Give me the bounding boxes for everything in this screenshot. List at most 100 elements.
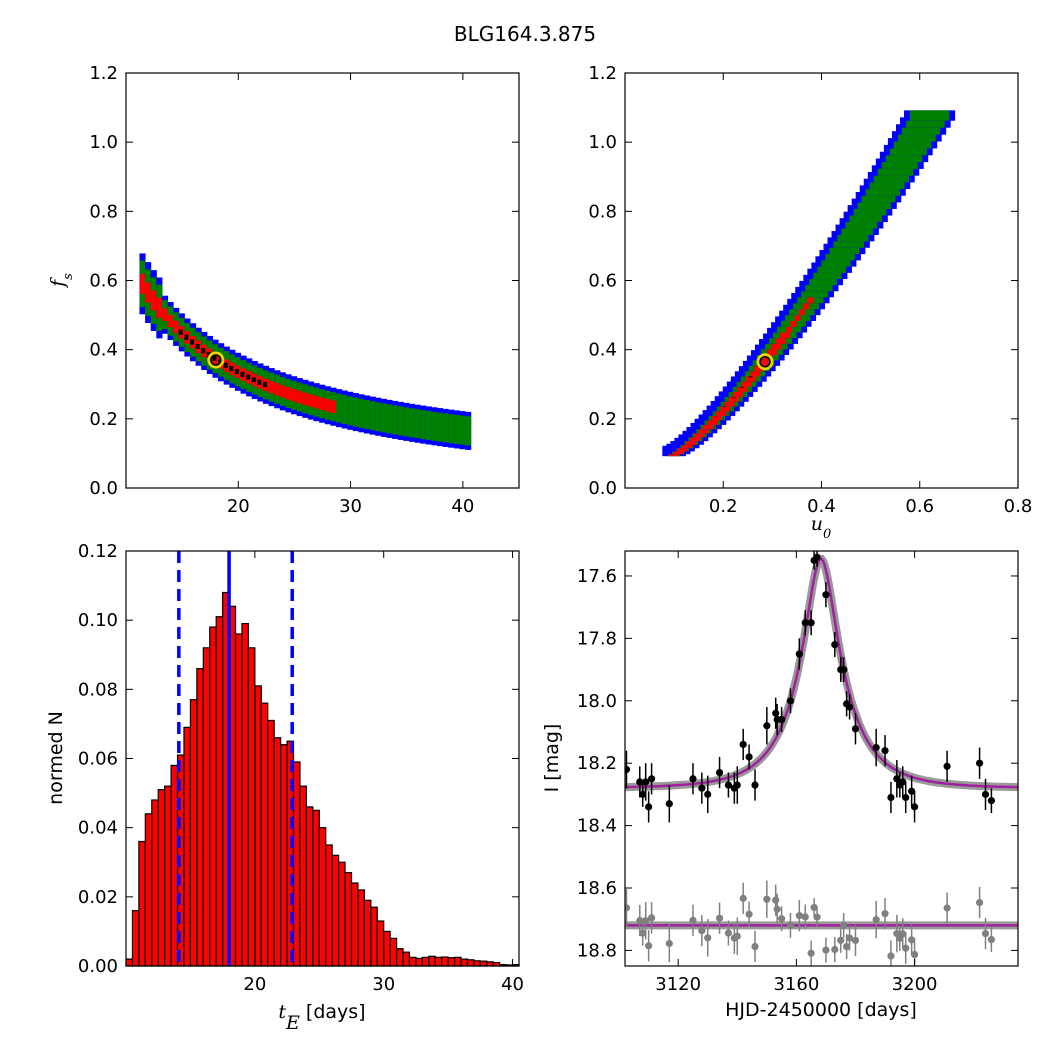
y-tick-label: 18.4 (577, 816, 617, 837)
histogram-bar (138, 840, 146, 967)
y-tick-label: 0.2 (89, 409, 118, 430)
x-tick-label: 0.8 (1004, 496, 1033, 517)
data-point (642, 778, 650, 786)
residual-point (786, 921, 795, 929)
data-point (840, 665, 848, 674)
residual-point (647, 914, 656, 922)
heatmap-cell (167, 314, 174, 328)
data-point (910, 803, 919, 811)
heatmap-cell (341, 394, 348, 425)
heatmap-cell (889, 144, 927, 156)
heatmap-cell (229, 366, 234, 372)
heatmap-cell (195, 343, 200, 349)
data-point (822, 591, 830, 599)
heatmap-cell (380, 403, 388, 433)
heatmap-cell (805, 280, 833, 292)
heatmap-cell (139, 273, 146, 294)
panel-1-axes: 20 30 40 0.0 0.2 0.4 0.6 0.8 1.0 1.2 (89, 63, 519, 517)
x-tick-label: 3160 (773, 974, 819, 995)
histogram-bars (125, 591, 520, 967)
residual-point (822, 946, 830, 954)
data-point (801, 619, 809, 627)
heatmap-cell (161, 308, 169, 321)
residual-point (810, 903, 818, 912)
data-point (715, 768, 724, 777)
residual-point (715, 914, 724, 922)
histogram-bar (395, 948, 404, 967)
residual-point (689, 916, 697, 924)
heatmap-cell (285, 387, 292, 400)
heatmap-cell (397, 406, 404, 436)
heatmap-cell (246, 374, 251, 380)
residual-point (943, 904, 951, 912)
residual-point (987, 935, 996, 944)
heatmap-cell (771, 339, 782, 350)
residual-point (837, 936, 845, 944)
histogram-bar (331, 854, 340, 967)
heatmap-cell (837, 231, 869, 242)
heatmap-cell (206, 352, 211, 358)
histogram-bar (254, 685, 262, 967)
histogram-bar (247, 647, 256, 967)
histogram-bar (241, 623, 250, 967)
heatmap-cell (279, 385, 286, 398)
y-tick-label: 0.08 (78, 679, 118, 700)
heatmap-cell (335, 393, 343, 423)
histogram-bar (234, 633, 243, 967)
heatmap-cell (459, 415, 466, 445)
y-tick-label: 1.2 (89, 63, 118, 84)
heatmap-cell (905, 117, 945, 128)
heatmap-cell (786, 322, 793, 333)
x-tick-label: 40 (451, 496, 474, 517)
heatmap-cell (257, 379, 262, 385)
histogram-bar (408, 956, 417, 967)
y-tick-label: 0.00 (78, 956, 118, 977)
y-tick-label: 18.8 (577, 940, 617, 961)
y-tick-label: 18.6 (577, 878, 617, 899)
histogram-bar (292, 761, 301, 967)
heatmap-cell (794, 310, 801, 321)
histogram-bar (357, 889, 365, 967)
heatmap-cell (801, 286, 829, 298)
heatmap-cell (775, 333, 786, 344)
y-tick-label: 0.04 (78, 818, 118, 839)
x-tick-label: 3200 (892, 974, 938, 995)
heatmap-cell (758, 355, 769, 366)
panel-1-frame (125, 72, 520, 489)
residual-point (698, 927, 706, 935)
best-fit-marker (207, 351, 225, 369)
y-axis-label: normed N (45, 711, 67, 805)
heatmap-cell (369, 401, 376, 431)
histogram-bar (363, 899, 372, 967)
residual-point (831, 945, 839, 954)
histogram-bar (157, 789, 166, 967)
x-tick-label: 20 (227, 496, 250, 517)
residual-point (751, 942, 759, 951)
heatmap-cell (841, 224, 873, 235)
data-point (893, 775, 901, 783)
residual-point (733, 932, 741, 940)
histogram-bar (318, 827, 327, 967)
y-tick-label: 0.6 (588, 271, 617, 292)
best-fit-marker (210, 354, 222, 366)
data-point (636, 778, 644, 786)
heatmap-cell (145, 282, 152, 303)
heatmap-cell (364, 399, 371, 430)
data-point (881, 747, 889, 755)
heatmap-cell (833, 237, 864, 248)
residual-point (899, 930, 907, 938)
heatmap-cell (296, 390, 303, 404)
x-tick-label: 0.4 (807, 496, 836, 517)
heatmap-cell (302, 392, 309, 406)
heatmap-cell (234, 369, 239, 375)
residual-point (772, 896, 780, 904)
histogram-bar (486, 961, 494, 967)
x-tick-label: 40 (501, 974, 524, 995)
heatmap-cell (803, 298, 810, 310)
heatmap-cell (869, 178, 905, 190)
histogram-bar (170, 764, 179, 967)
data-point (987, 797, 996, 805)
residual-point (636, 916, 644, 925)
figure-title: BLG164.3.875 (453, 22, 597, 46)
heatmap-cell (156, 297, 163, 318)
